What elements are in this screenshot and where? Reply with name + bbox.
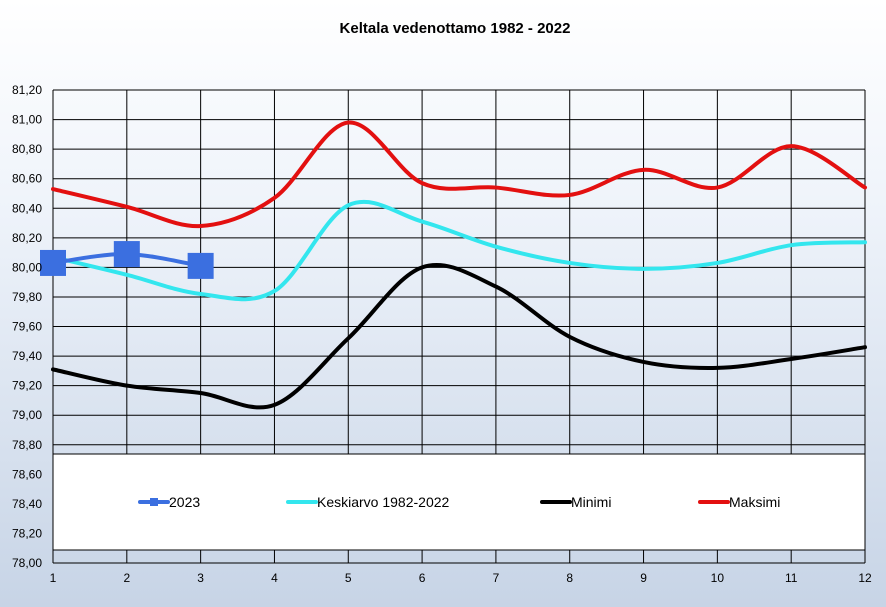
y-tick-label: 79,00 [12,408,42,422]
series-line-3 [51,120,867,228]
x-axis-ticks: 1 2 3 4 5 6 7 8 9 10 11 12 [50,571,872,585]
legend: 2023 Keskiarvo 1982-2022 Minimi Maksimi [52,453,866,551]
x-tick-label: 1 [50,571,57,585]
chart-title: Keltala vedenottamo 1982 - 2022 [340,20,571,37]
x-tick-label: 11 [785,571,798,585]
x-tick-label: 3 [197,571,204,585]
x-tick-label: 4 [271,571,278,585]
y-axis-ticks: 78,00 78,20 78,40 78,60 78,80 79,00 79,20 79,40… [12,83,42,570]
y-tick-label: 81,20 [12,83,42,97]
x-tick-label: 2 [123,571,130,585]
y-tick-label: 79,80 [12,290,42,304]
data-point-marker [40,249,66,276]
y-tick-label: 78,80 [12,438,42,452]
y-tick-label: 79,60 [12,320,42,334]
data-point-marker [187,252,214,279]
series-lines [40,120,867,410]
legend-label: Minimi [571,494,611,510]
x-tick-label: 10 [711,571,725,585]
legend-label: Maksimi [729,494,780,510]
legend-marker [150,498,158,506]
y-tick-label: 80,40 [12,201,42,215]
y-tick-label: 78,60 [12,467,42,481]
series-line-2 [51,262,867,410]
y-tick-label: 79,20 [12,379,42,393]
y-tick-label: 80,20 [12,231,42,245]
x-tick-label: 5 [345,571,352,585]
x-tick-label: 9 [640,571,647,585]
y-tick-label: 78,00 [12,556,42,570]
x-tick-label: 6 [419,571,426,585]
y-tick-label: 80,80 [12,142,42,156]
y-tick-label: 78,20 [12,526,42,540]
data-point-marker [113,241,140,268]
x-tick-label: 7 [493,571,500,585]
y-tick-label: 78,40 [12,497,42,511]
y-tick-label: 80,60 [12,172,42,186]
y-tick-label: 79,40 [12,349,42,363]
legend-label: 2023 [169,494,200,510]
x-tick-label: 12 [858,571,872,585]
legend-label: Keskiarvo 1982-2022 [317,494,450,510]
x-tick-label: 8 [566,571,573,585]
series-line-1 [51,199,867,302]
y-tick-label: 81,00 [12,113,42,127]
y-tick-label: 80,00 [12,260,42,274]
